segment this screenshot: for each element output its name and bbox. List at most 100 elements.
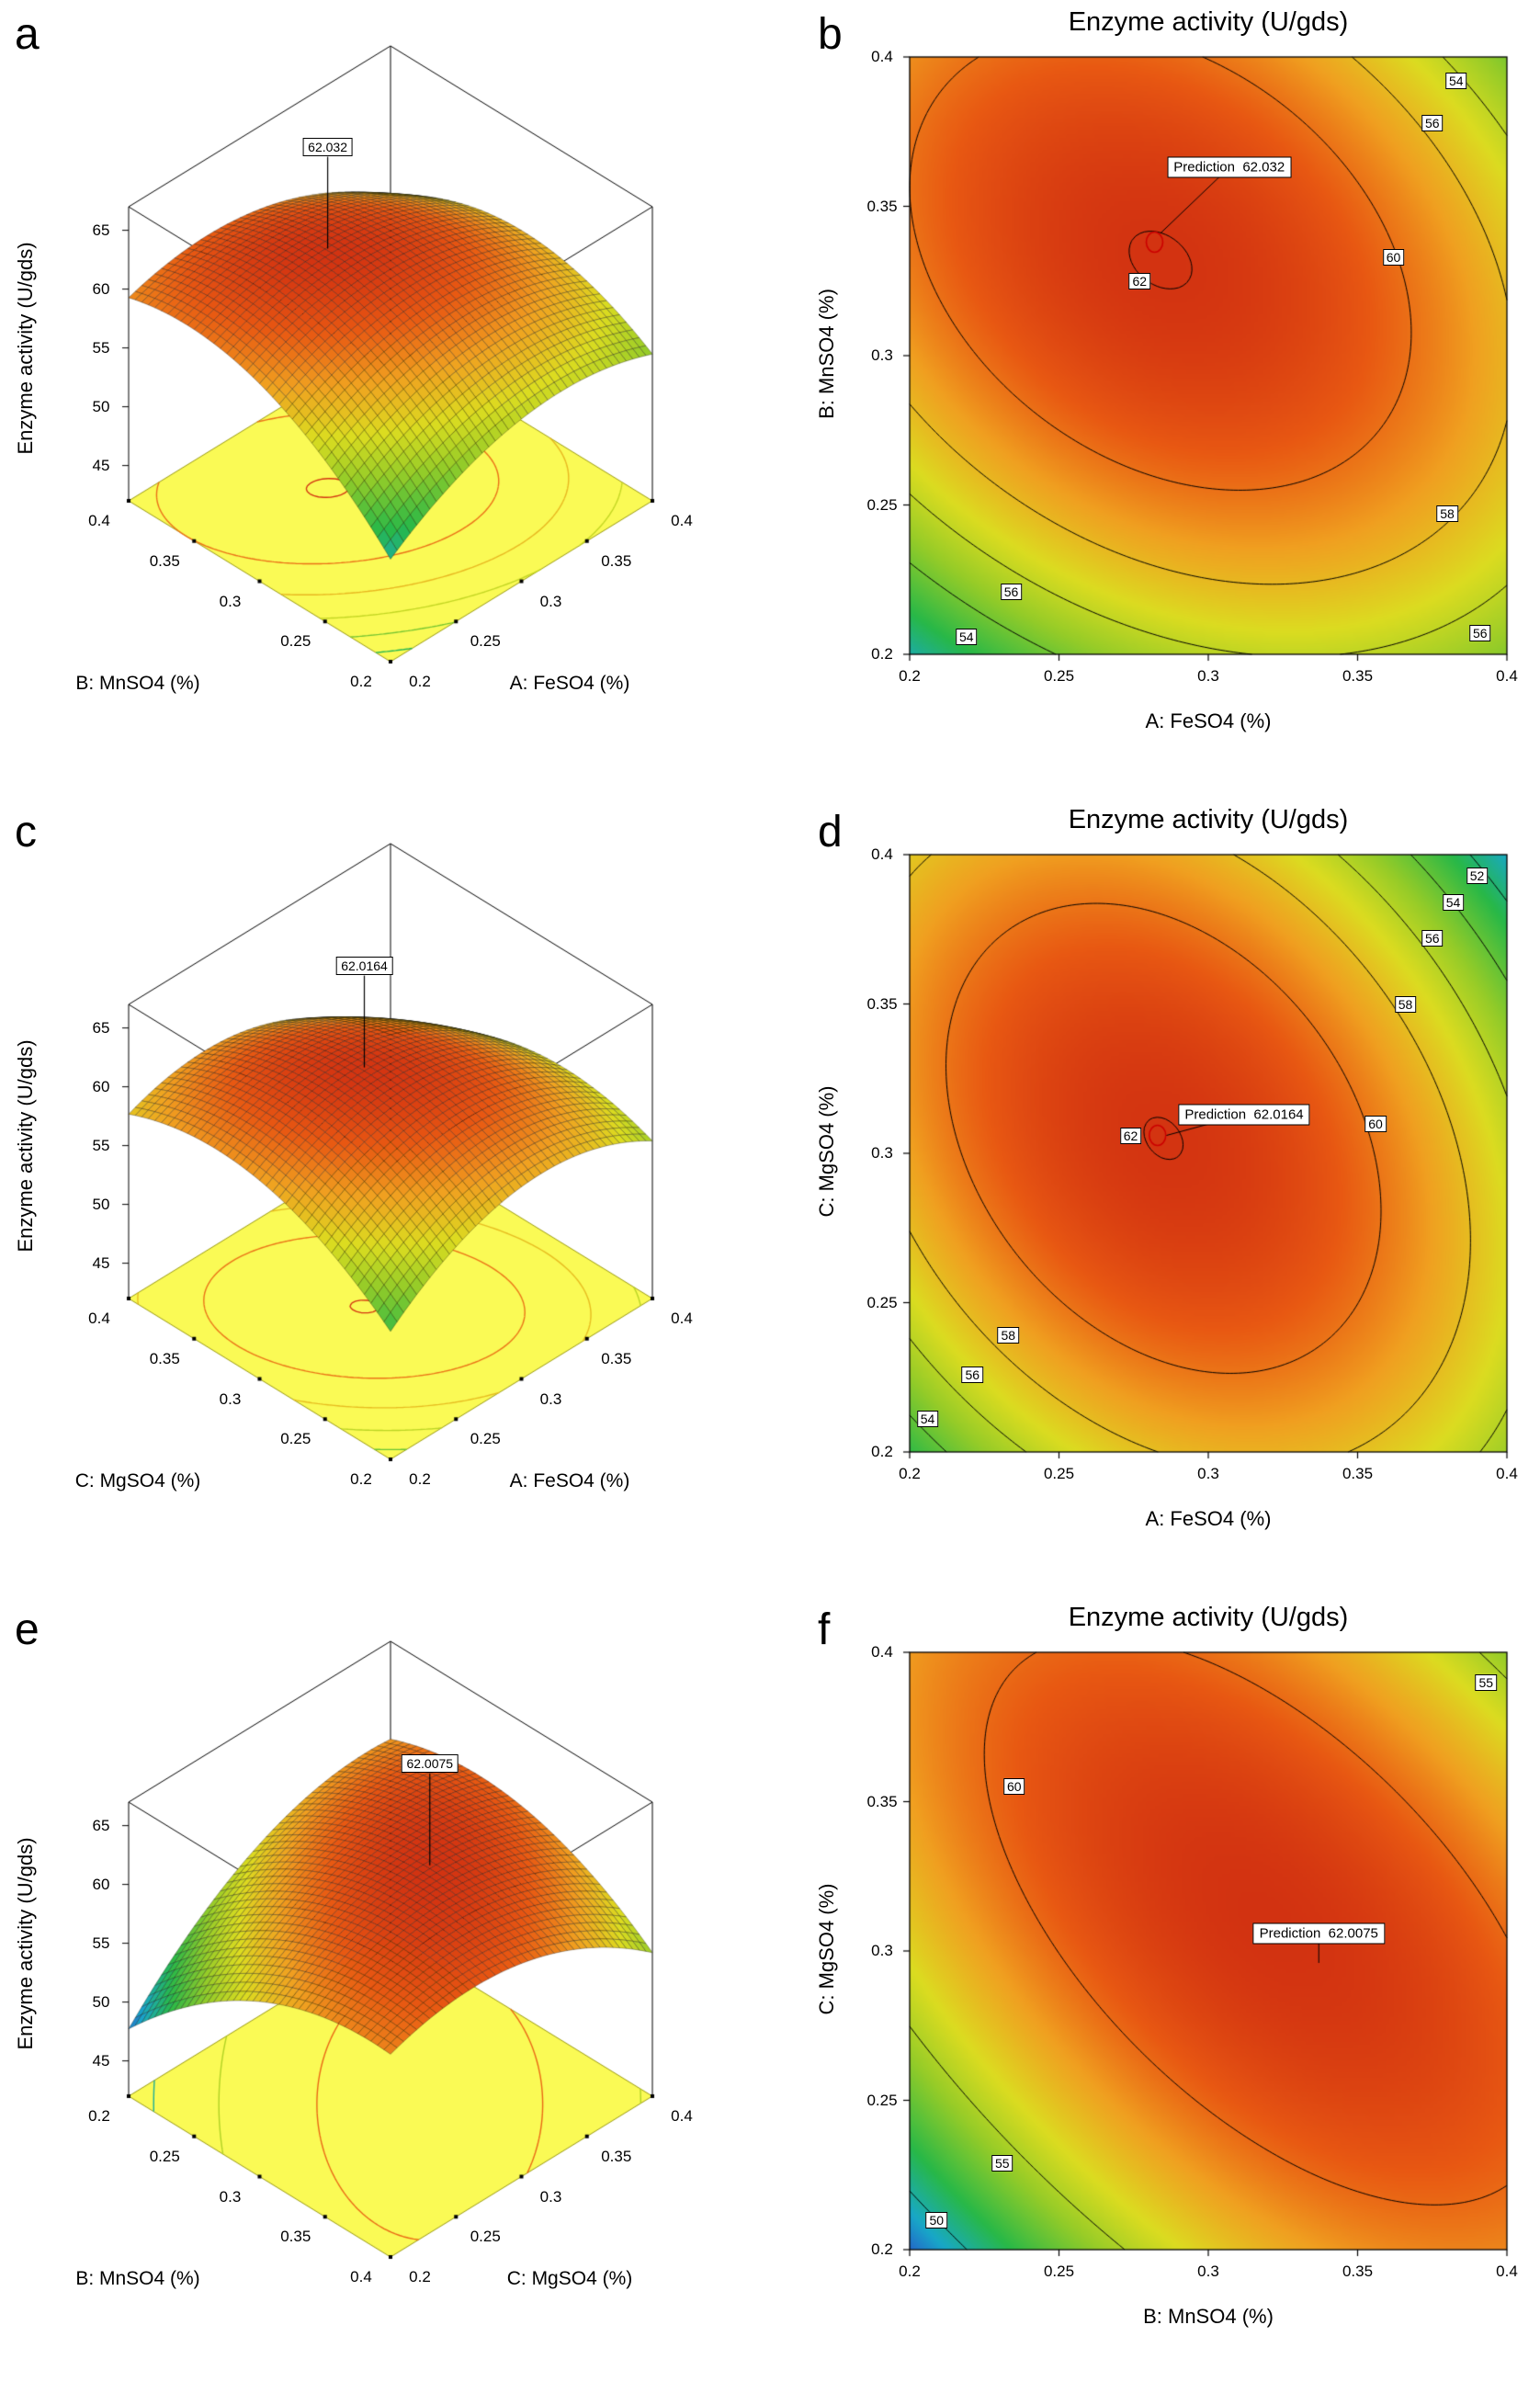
- contour-label: 60: [1364, 1115, 1387, 1132]
- left-axis-title: B: MnSO4 (%): [75, 673, 200, 694]
- contour-label: 60: [1002, 1778, 1025, 1796]
- left-tick-label: 0.35: [149, 551, 180, 570]
- panel-c-surface: 0.2 0.25 0.3 0.35 0.4 0.2 0.25 0.3 0.35 0.4 45 50 55…: [0, 798, 770, 1595]
- right-tick-label: 0.3: [539, 1389, 562, 1408]
- contour-label: 58: [1394, 995, 1417, 1013]
- x-axis-title: A: FeSO4 (%): [1145, 1507, 1272, 1530]
- right-tick-label: 0.35: [601, 2147, 632, 2165]
- right-tick-label: 0.25: [470, 632, 501, 651]
- x-tick-label: 0.35: [1342, 2263, 1374, 2280]
- left-tick-label: 0.25: [280, 632, 311, 651]
- plot-title: Enzyme activity (U/gds): [1068, 805, 1349, 834]
- contour-label: 56: [1421, 114, 1444, 131]
- right-axis-title: A: FeSO4 (%): [509, 1470, 630, 1491]
- x-axis-title: A: FeSO4 (%): [1145, 709, 1272, 732]
- y-tick-label: 0.35: [866, 197, 898, 215]
- panel-letter: b: [818, 10, 843, 59]
- x-tick-label: 0.25: [1043, 2263, 1075, 2280]
- contour-label: 56: [961, 1366, 984, 1383]
- y-tick-label: 0.2: [871, 645, 893, 663]
- right-tick-label: 0.25: [470, 1430, 501, 1448]
- z-tick-label: 45: [92, 1253, 110, 1272]
- panel-d-contour: 0.2 0.25 0.3 0.35 0.4 0.2 0.25 0.3 0.35 0.4 52 54 56…: [770, 798, 1540, 1595]
- y-axis-title: B: MnSO4 (%): [815, 289, 838, 419]
- peak-annotation: 62.0164: [335, 956, 393, 975]
- prediction-value: 62.0164: [1253, 1106, 1304, 1123]
- panel-letter: d: [818, 808, 843, 856]
- contour-label: 55: [1475, 1673, 1498, 1691]
- z-tick-label: 55: [92, 338, 110, 357]
- panel-a-surface: 0.2 0.25 0.3 0.35 0.4 0.2 0.25 0.3 0.35 0.4 45 50 55…: [0, 0, 770, 798]
- panel-letter: f: [818, 1605, 831, 1654]
- x-tick-label: 0.3: [1197, 667, 1219, 685]
- right-tick-label: 0.4: [671, 2107, 693, 2125]
- contour-label: 56: [1000, 583, 1023, 600]
- z-tick-label: 50: [92, 1992, 110, 2011]
- x-tick-label: 0.35: [1342, 1465, 1374, 1482]
- x-axis-title: B: MnSO4 (%): [1143, 2305, 1274, 2328]
- tick-overlay: 0.2 0.25 0.3 0.35 0.4 0.2 0.25 0.3 0.35 0.4 45 50 55…: [0, 798, 770, 1595]
- right-tick-label: 0.2: [409, 673, 431, 690]
- left-tick-label: 0.4: [88, 1310, 110, 1327]
- left-axis-title: B: MnSO4 (%): [75, 2268, 200, 2289]
- contour-label: 56: [1468, 625, 1491, 642]
- peak-annotation: 62.0075: [401, 1753, 459, 1773]
- panel-f-contour: 0.2 0.25 0.3 0.35 0.4 0.2 0.25 0.3 0.35 0.4 55 60 55…: [770, 1595, 1540, 2393]
- contour-label: 54: [955, 628, 978, 645]
- tick-overlay: 0.2 0.25 0.3 0.35 0.4 0.2 0.25 0.3 0.35 0.4 55 60 55…: [770, 1595, 1540, 2393]
- z-tick-label: 55: [92, 1136, 110, 1154]
- x-tick-label: 0.2: [899, 1465, 921, 1482]
- x-tick-label: 0.4: [1496, 667, 1518, 685]
- panel-letter: c: [15, 808, 37, 856]
- y-tick-label: 0.2: [871, 1443, 893, 1460]
- panel-letter: e: [15, 1605, 40, 1654]
- left-axis-title: C: MgSO4 (%): [74, 1470, 201, 1491]
- y-tick-label: 0.35: [866, 1792, 898, 1810]
- prediction-flag: Prediction 62.0075: [1252, 1922, 1385, 1944]
- z-tick-label: 50: [92, 397, 110, 415]
- panel-letter: a: [15, 10, 40, 59]
- x-tick-label: 0.25: [1043, 1465, 1075, 1482]
- prediction-value: 62.032: [1242, 159, 1285, 176]
- left-tick-label: 0.3: [219, 592, 242, 610]
- left-tick-label: 0.2: [350, 1470, 372, 1488]
- right-tick-label: 0.35: [601, 1349, 632, 1367]
- left-tick-label: 0.35: [280, 2228, 311, 2246]
- plot-title: Enzyme activity (U/gds): [1068, 7, 1349, 37]
- left-tick-label: 0.25: [149, 2147, 180, 2165]
- right-tick-label: 0.2: [409, 2268, 431, 2285]
- y-tick-label: 0.4: [871, 845, 893, 863]
- y-tick-label: 0.35: [866, 994, 898, 1013]
- prediction-flag: Prediction 62.0164: [1178, 1104, 1310, 1126]
- y-axis-title: C: MgSO4 (%): [815, 1883, 838, 2015]
- y-tick-label: 0.4: [871, 1643, 893, 1661]
- contour-label: 58: [997, 1327, 1020, 1344]
- tick-overlay: 0.4 0.35 0.3 0.25 0.2 0.2 0.25 0.3 0.35 0.4 45 50 55…: [0, 1595, 770, 2393]
- contour-label: 54: [916, 1411, 939, 1428]
- left-tick-label: 0.3: [219, 2187, 242, 2206]
- z-tick-label: 65: [92, 221, 110, 239]
- right-tick-label: 0.35: [601, 551, 632, 570]
- z-tick-label: 55: [92, 1934, 110, 1952]
- x-tick-label: 0.4: [1496, 2263, 1518, 2280]
- contour-label: 50: [925, 2211, 948, 2229]
- right-tick-label: 0.4: [671, 512, 693, 529]
- x-tick-label: 0.3: [1197, 2263, 1219, 2280]
- prediction-label: Prediction: [1184, 1106, 1247, 1123]
- x-tick-label: 0.2: [899, 2263, 921, 2280]
- tick-overlay: 0.2 0.25 0.3 0.35 0.4 0.2 0.25 0.3 0.35 0.4 54 56 60…: [770, 0, 1540, 798]
- right-tick-label: 0.3: [539, 2187, 562, 2206]
- contour-label: 58: [1436, 505, 1458, 523]
- y-tick-label: 0.2: [871, 2240, 893, 2258]
- contour-plot-canvas: [770, 798, 1540, 1595]
- contour-label: 52: [1466, 867, 1489, 884]
- contour-label: 60: [1382, 248, 1405, 266]
- plot-title: Enzyme activity (U/gds): [1068, 1603, 1349, 1632]
- panel-e-surface: 0.4 0.35 0.3 0.25 0.2 0.2 0.25 0.3 0.35 0.4 45 50 55…: [0, 1595, 770, 2393]
- right-axis-title: C: MgSO4 (%): [506, 2268, 633, 2289]
- contour-label: 56: [1421, 930, 1444, 947]
- x-tick-label: 0.3: [1197, 1465, 1219, 1482]
- right-tick-label: 0.4: [671, 1310, 693, 1327]
- x-tick-label: 0.2: [899, 667, 921, 685]
- left-tick-label: 0.3: [219, 1389, 242, 1408]
